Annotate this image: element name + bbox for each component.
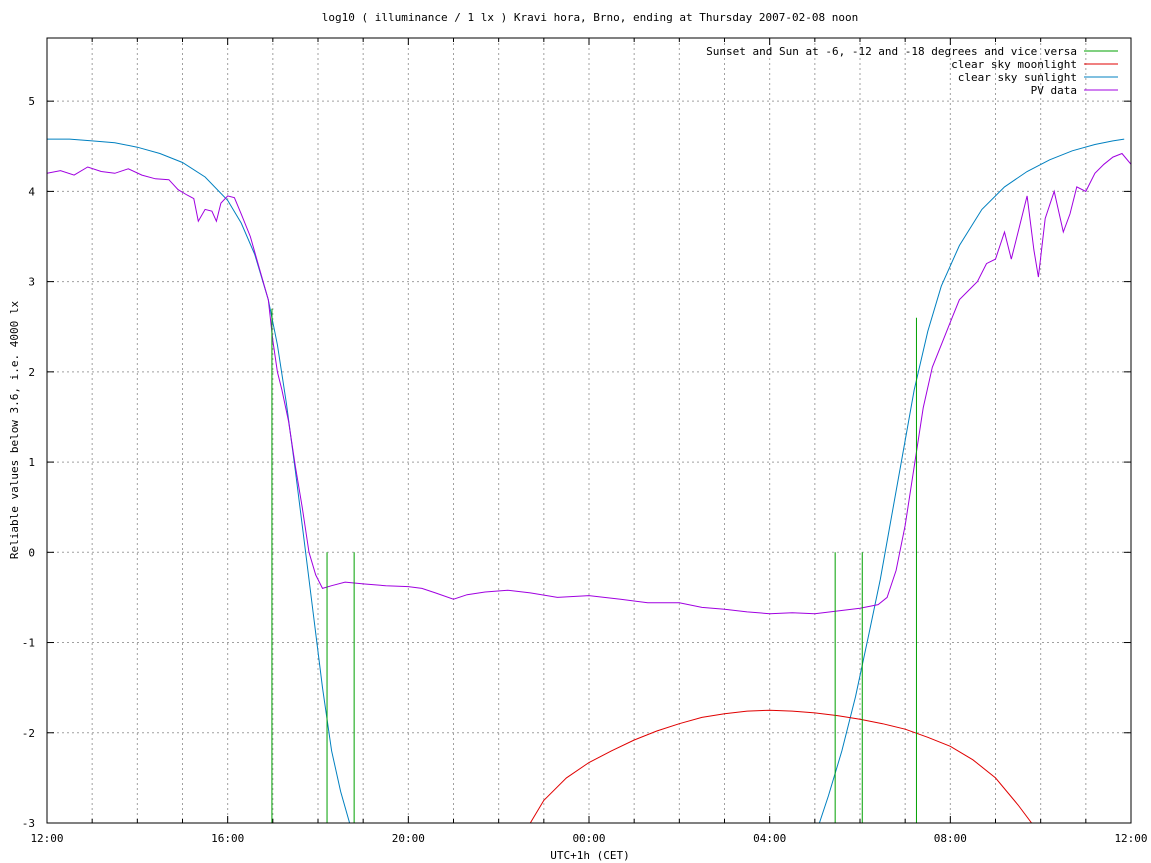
legend-label: clear sky sunlight (958, 71, 1077, 84)
series-line (529, 709, 1032, 823)
y-tick-label: 2 (28, 366, 35, 379)
legend-label: clear sky moonlight (951, 58, 1077, 71)
grid-layer (47, 38, 1131, 823)
y-tick-label: -2 (22, 727, 35, 740)
x-tick-label: 04:00 (753, 832, 786, 845)
series-0 (271, 308, 917, 823)
x-axis-label: UTC+1h (CET) (550, 849, 629, 862)
series-2 (47, 138, 1125, 823)
x-tick-label: 16:00 (211, 832, 244, 845)
y-tick-label: 1 (28, 456, 35, 469)
series-line (47, 152, 1131, 615)
chart-title: log10 ( illuminance / 1 lx ) Kravi hora,… (322, 11, 858, 24)
series-line (47, 138, 1125, 823)
x-tick-label: 20:00 (392, 832, 425, 845)
y-tick-label: 3 (28, 276, 35, 289)
y-tick-label: -1 (22, 637, 35, 650)
y-tick-label: 5 (28, 95, 35, 108)
y-tick-label: 0 (28, 546, 35, 559)
legend-label: PV data (1031, 84, 1077, 97)
legend: Sunset and Sun at -6, -12 and -18 degree… (706, 45, 1118, 97)
y-tick-label: -3 (22, 817, 35, 830)
series-1 (529, 709, 1032, 823)
ticks-layer: 12:00 16:00 20:00 00:00 04:00 08:00 12:00 -3 -2 -… (22, 38, 1148, 845)
x-tick-label: 12:00 (1114, 832, 1147, 845)
y-tick-label: 4 (28, 185, 35, 198)
series-3 (47, 152, 1131, 615)
x-tick-label: 12:00 (30, 832, 63, 845)
y-axis-label: Reliable values below 3.6, i.e. 4000 lx (8, 300, 21, 559)
legend-label: Sunset and Sun at -6, -12 and -18 degree… (706, 45, 1077, 58)
x-tick-label: 08:00 (934, 832, 967, 845)
x-tick-label: 00:00 (572, 832, 605, 845)
series-layer (47, 138, 1131, 823)
